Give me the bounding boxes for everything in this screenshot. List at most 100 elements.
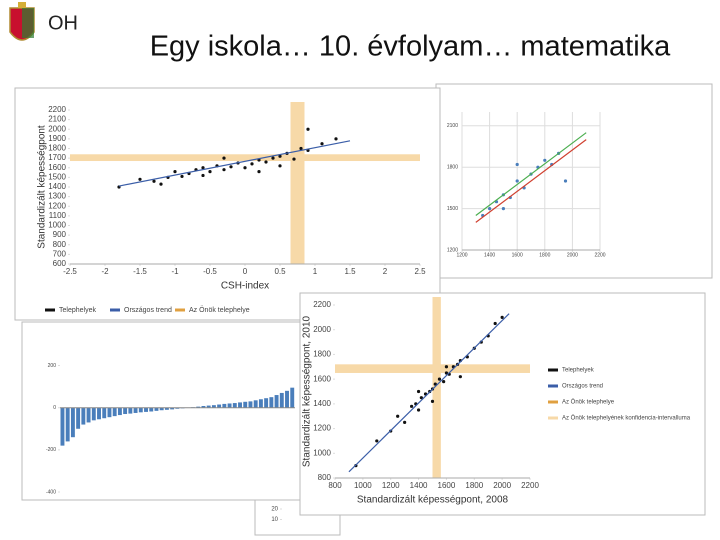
x-tick-label: 1200 — [382, 481, 400, 490]
y-tick-label: 1900 — [48, 134, 66, 143]
scatter-point — [493, 321, 497, 326]
y-tick-label: 600 — [53, 259, 67, 268]
scatter-point — [222, 168, 226, 172]
y-tick-label: 2000 — [313, 325, 331, 334]
y-tick-label: 1200 — [447, 247, 458, 253]
bar — [144, 407, 148, 412]
scatter-point — [410, 404, 414, 408]
y-tick-label: 1800 — [447, 165, 458, 171]
x-tick-label: 2.5 — [414, 267, 426, 276]
scatter-point — [501, 207, 505, 211]
scatter-point — [444, 365, 449, 369]
logo-shield — [9, 2, 35, 41]
y-tick-label: 200 — [48, 363, 57, 369]
x-tick-label: 2200 — [521, 481, 539, 490]
scatter-point — [334, 137, 338, 141]
y-tick-label: 1200 — [48, 201, 66, 210]
highlight-band-x — [290, 102, 305, 264]
x-tick-label: 800 — [328, 481, 342, 490]
x-tick-label: 2000 — [567, 252, 578, 258]
chart-panel — [435, 83, 713, 279]
bar — [60, 407, 65, 446]
bar — [97, 407, 101, 420]
x-tick-label: -2 — [101, 267, 109, 276]
y-axis-label: Standardizált képességpont, 2010 — [302, 315, 313, 467]
bar — [76, 407, 81, 429]
scatter-point — [257, 170, 261, 174]
scatter-point — [320, 142, 324, 146]
y-tick-label: 700 — [53, 249, 67, 258]
legend-label: Telephelyek — [562, 368, 595, 374]
trend-line — [348, 313, 510, 473]
y-tick-label: 1600 — [313, 374, 331, 383]
scatter-point — [208, 170, 212, 174]
bar — [70, 407, 75, 438]
scatter-point — [416, 389, 421, 394]
scatter-point — [138, 177, 142, 181]
legend-swatch — [45, 308, 55, 312]
x-axis-label: Standardizált képességpont, 2008 — [357, 495, 509, 506]
bar — [128, 407, 133, 414]
bar — [243, 401, 248, 408]
y-tick-label: 1400 — [313, 399, 331, 408]
x-tick-label: 0.5 — [274, 267, 286, 276]
scatter-point — [442, 380, 446, 384]
bar — [211, 405, 216, 408]
bar — [81, 407, 86, 425]
x-tick-label: 2 — [383, 267, 388, 276]
bar — [112, 407, 117, 417]
y-tick-label: 1500 — [48, 172, 66, 181]
x-tick-label: 1.5 — [344, 267, 356, 276]
bar — [201, 406, 206, 408]
scatter-point — [264, 160, 268, 164]
scatter-point — [299, 146, 303, 151]
y-tick-label: -400 — [46, 489, 56, 495]
bar — [175, 407, 180, 409]
x-tick-label: 1 — [313, 267, 318, 276]
y-tick-label: 900 — [53, 230, 67, 239]
y-tick-label: 1400 — [48, 182, 66, 191]
scatter-point — [152, 179, 156, 183]
bar — [86, 407, 91, 423]
legend-label: Országos trend — [562, 384, 603, 390]
scatter-point — [180, 174, 184, 179]
logo-text: OH — [48, 12, 78, 34]
bar — [274, 395, 279, 408]
y-tick-label: 1200 — [313, 424, 331, 433]
bar — [133, 407, 138, 413]
bar — [248, 401, 253, 408]
legend-swatch — [175, 308, 185, 312]
legend-swatch — [548, 416, 558, 420]
bar — [253, 400, 258, 408]
y-tick-label: 1300 — [48, 192, 66, 201]
x-tick-label: -1 — [171, 267, 179, 276]
bar — [222, 403, 227, 408]
y-tick-label: 1800 — [313, 350, 331, 359]
bar — [65, 407, 70, 442]
highlight-band-y — [70, 154, 420, 162]
bar — [258, 399, 263, 408]
y-tick-label: 2100 — [447, 123, 458, 129]
bar — [107, 407, 112, 418]
y-tick-label: 0 — [53, 405, 56, 411]
legend-label: Országos trend — [124, 307, 172, 314]
bar — [227, 403, 232, 408]
bar — [154, 407, 159, 411]
x-tick-label: 1800 — [465, 481, 483, 490]
highlight-band-y — [335, 364, 530, 373]
y-tick-label: 2200 — [313, 300, 331, 309]
trend-line — [475, 139, 587, 223]
scatter-point — [396, 414, 400, 418]
y-tick-label: 1100 — [49, 211, 67, 220]
x-tick-label: -2.5 — [63, 267, 77, 276]
y-tick-label: 10 — [271, 517, 278, 523]
x-axis-label: CSH-index — [221, 281, 269, 292]
x-tick-label: 1400 — [410, 481, 428, 490]
slide-title: Egy iskola… 10. évfolyam… matematika — [150, 31, 671, 63]
legend-swatch — [110, 308, 120, 312]
y-tick-label: 1000 — [313, 448, 331, 457]
scatter-point — [488, 207, 492, 211]
scatter-point — [515, 162, 519, 167]
x-tick-label: 1600 — [438, 481, 456, 490]
legend-label: Az Önök telephelye — [562, 399, 615, 406]
